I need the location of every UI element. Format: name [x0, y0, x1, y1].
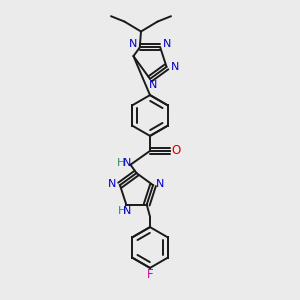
Text: N: N	[129, 39, 137, 49]
Text: N: N	[122, 158, 131, 168]
Text: N: N	[163, 39, 171, 49]
Text: H: H	[117, 158, 126, 168]
Text: N: N	[123, 206, 131, 216]
Text: H: H	[118, 206, 127, 216]
Text: N: N	[156, 178, 165, 189]
Text: F: F	[147, 268, 153, 281]
Text: O: O	[172, 143, 181, 157]
Text: N: N	[108, 178, 117, 189]
Text: N: N	[171, 62, 179, 72]
Text: N: N	[149, 80, 157, 90]
